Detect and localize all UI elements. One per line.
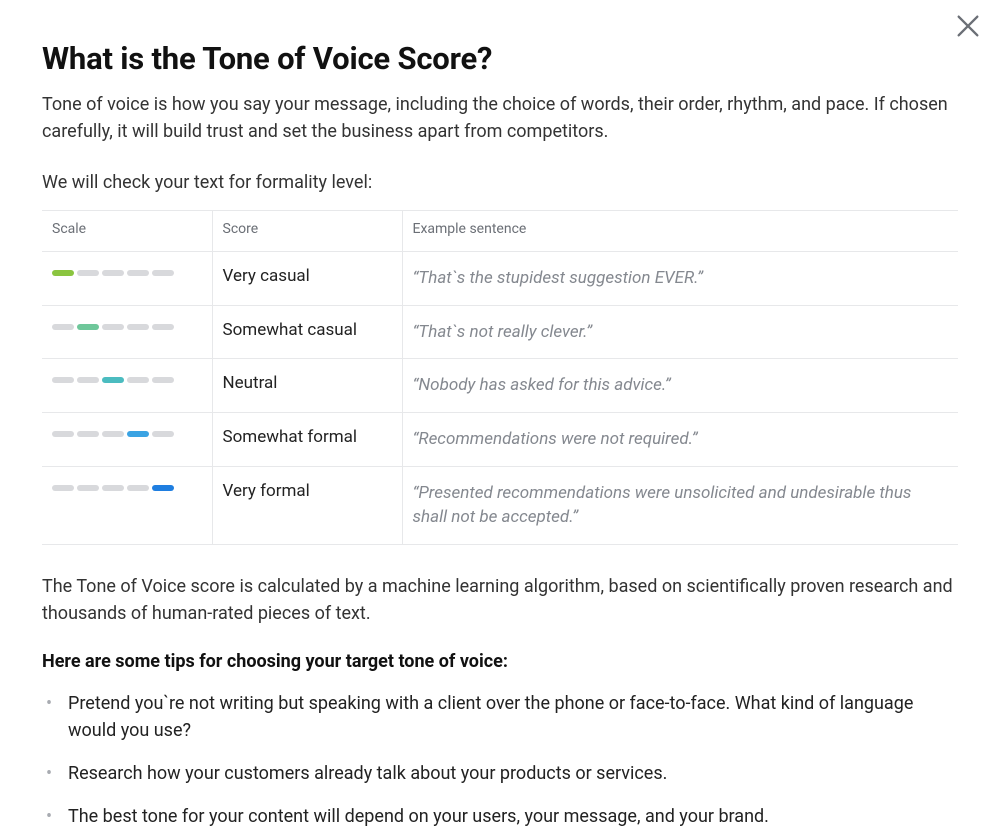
- scale-cell: [42, 252, 212, 306]
- score-label: Somewhat casual: [223, 320, 358, 340]
- example-sentence: “Presented recommendations were unsolici…: [413, 483, 912, 528]
- scale-segment: [52, 324, 74, 330]
- score-cell: Very casual: [212, 252, 402, 306]
- scale-segment: [77, 377, 99, 383]
- scale-segment: [77, 485, 99, 491]
- column-header-example: Example sentence: [402, 211, 958, 252]
- scale-segment: [152, 324, 174, 330]
- scale-cell: [42, 466, 212, 544]
- scale-segment: [52, 377, 74, 383]
- table-row: Very casual “That`s the stupidest suggest…: [42, 252, 958, 306]
- table-row: Somewhat casual “That`s not really clever…: [42, 305, 958, 359]
- scale-segment: [127, 270, 149, 276]
- list-item: Pretend you`re not writing but speaking …: [64, 690, 958, 744]
- scale-segment: [152, 270, 174, 276]
- example-sentence: “Nobody has asked for this advice.”: [413, 375, 671, 395]
- scale-segment: [102, 324, 124, 330]
- scale-bar: [52, 427, 202, 437]
- scale-segment: [52, 485, 74, 491]
- scale-segment: [77, 324, 99, 330]
- score-label: Neutral: [223, 373, 278, 393]
- table-row: Neutral “Nobody has asked for this advice…: [42, 359, 958, 413]
- scale-segment: [127, 431, 149, 437]
- example-cell: “That`s the stupidest suggestion EVER.”: [402, 252, 958, 306]
- example-sentence: “Recommendations were not required.”: [413, 429, 698, 449]
- scale-segment: [102, 377, 124, 383]
- scale-segment: [102, 431, 124, 437]
- score-cell: Somewhat formal: [212, 412, 402, 466]
- close-icon: [954, 12, 982, 40]
- score-label: Very casual: [223, 266, 310, 286]
- scale-segment: [102, 270, 124, 276]
- formality-table: Scale Score Example sentence Very casual…: [42, 210, 958, 545]
- column-header-score: Score: [212, 211, 402, 252]
- scale-bar: [52, 266, 202, 276]
- scale-segment: [77, 270, 99, 276]
- scale-segment: [152, 377, 174, 383]
- subintro-paragraph: We will check your text for formality le…: [42, 169, 958, 196]
- scale-segment: [52, 270, 74, 276]
- score-cell: Somewhat casual: [212, 305, 402, 359]
- example-cell: “That`s not really clever.”: [402, 305, 958, 359]
- close-button[interactable]: [954, 12, 982, 40]
- scale-segment: [152, 431, 174, 437]
- score-label: Somewhat formal: [223, 427, 358, 447]
- list-item: Research how your customers already talk…: [64, 760, 958, 787]
- explanation-paragraph: The Tone of Voice score is calculated by…: [42, 573, 958, 627]
- score-cell: Very formal: [212, 466, 402, 544]
- example-sentence: “That`s not really clever.”: [413, 322, 593, 342]
- scale-segment: [127, 377, 149, 383]
- scale-segment: [127, 324, 149, 330]
- scale-bar: [52, 481, 202, 491]
- score-cell: Neutral: [212, 359, 402, 413]
- scale-cell: [42, 359, 212, 413]
- modal-title: What is the Tone of Voice Score?: [42, 40, 958, 77]
- intro-paragraph: Tone of voice is how you say your messag…: [42, 91, 958, 145]
- tips-list: Pretend you`re not writing but speaking …: [42, 690, 958, 830]
- example-cell: “Recommendations were not required.”: [402, 412, 958, 466]
- formality-table-body: Very casual “That`s the stupidest suggest…: [42, 252, 958, 545]
- example-sentence: “That`s the stupidest suggestion EVER.”: [413, 268, 704, 288]
- scale-segment: [102, 485, 124, 491]
- scale-segment: [52, 431, 74, 437]
- tips-heading: Here are some tips for choosing your tar…: [42, 651, 958, 672]
- example-cell: “Nobody has asked for this advice.”: [402, 359, 958, 413]
- scale-segment: [127, 485, 149, 491]
- scale-cell: [42, 305, 212, 359]
- score-label: Very formal: [223, 481, 310, 501]
- example-cell: “Presented recommendations were unsolici…: [402, 466, 958, 544]
- scale-cell: [42, 412, 212, 466]
- scale-bar: [52, 373, 202, 383]
- table-row: Very formal “Presented recommendations we…: [42, 466, 958, 544]
- table-row: Somewhat formal “Recommendations were not…: [42, 412, 958, 466]
- scale-segment: [152, 485, 174, 491]
- list-item: The best tone for your content will depe…: [64, 803, 958, 830]
- scale-segment: [77, 431, 99, 437]
- column-header-scale: Scale: [42, 211, 212, 252]
- scale-bar: [52, 320, 202, 330]
